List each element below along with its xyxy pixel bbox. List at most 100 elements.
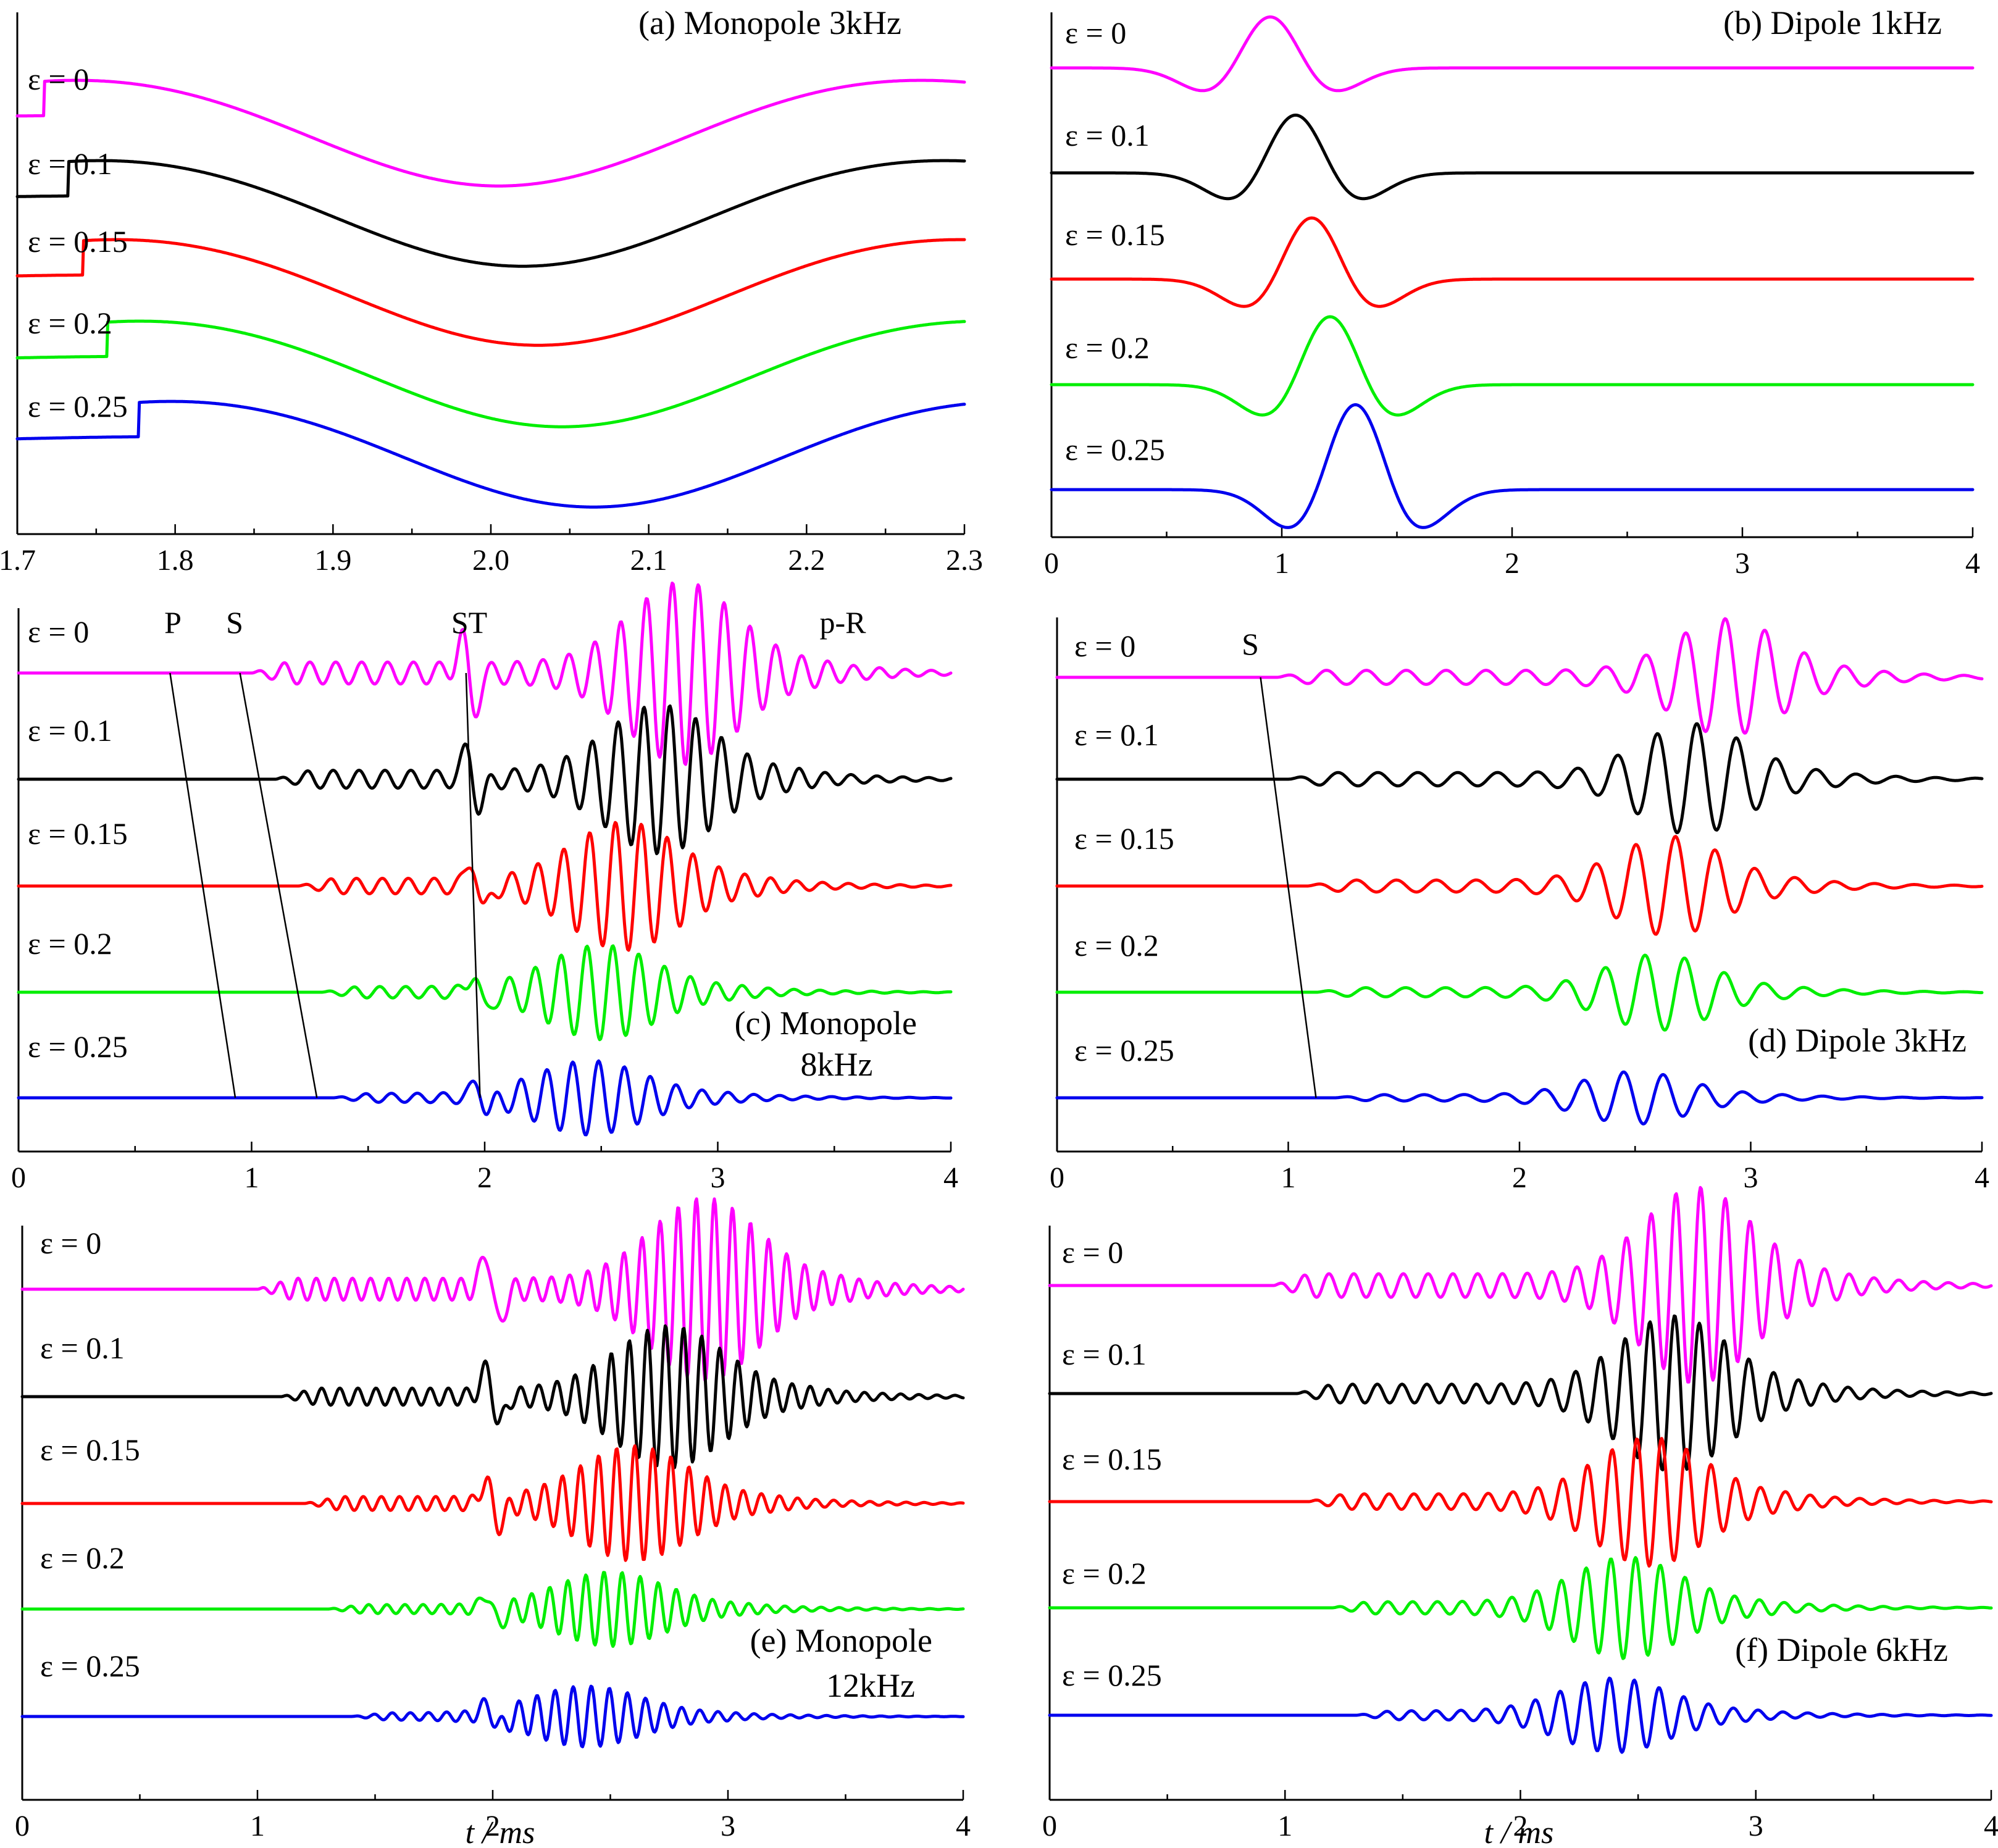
x-tick-label: 2: [1505, 547, 1519, 580]
panel-title: (c) Monopole: [735, 1005, 917, 1042]
series-label: ε = 0.2: [28, 306, 112, 340]
panel-c: 0 1 2 3 4 ε = 0 ε = 0.1 ε = 0.15 ε = 0.2 ε = 0.25…: [11, 581, 958, 1194]
series-label: ε = 0.15: [40, 1432, 140, 1467]
x-tick-label: 1: [1281, 1161, 1296, 1194]
arrival-label: p-R: [820, 605, 867, 640]
x-tick-label: 2: [1513, 1810, 1528, 1842]
trace-b-0: [1050, 15, 1975, 93]
series-label: ε = 0.2: [40, 1541, 125, 1575]
arrival-label: S: [1242, 627, 1259, 661]
x-tick-label: 4: [1984, 1810, 1998, 1842]
trace-d-2: [1055, 835, 1984, 936]
x-tick-label: 4: [1975, 1161, 1989, 1194]
series-label: ε = 0.15: [1074, 821, 1174, 856]
series-label: ε = 0.25: [28, 1029, 128, 1064]
moveout-line-S: [239, 672, 318, 1098]
trace-b-3: [1050, 315, 1975, 417]
moveout-line-ST: [465, 672, 481, 1098]
trace-b-2: [1050, 216, 1975, 308]
x-tick-label: 2.3: [946, 544, 983, 577]
series-label: ε = 0.1: [1062, 1337, 1147, 1371]
series-label: ε = 0.15: [28, 224, 128, 259]
series-label: ε = 0.25: [1062, 1658, 1162, 1692]
series-label: ε = 0: [1074, 629, 1135, 663]
panel-f: 0 1 2 3 4 ε = 0 ε = 0.1 ε = 0.15 ε = 0.2 ε = 0.25…: [1042, 1185, 1998, 1842]
trace-c-2: [17, 821, 953, 952]
trace-f-2: [1048, 1437, 1993, 1568]
series-label: ε = 0.1: [28, 713, 112, 748]
x-tick-label: 2: [485, 1810, 500, 1842]
x-axis-label-right: t / ms: [1484, 1815, 1554, 1848]
x-tick-label: 3: [711, 1161, 725, 1194]
x-tick-label: 0: [1050, 1161, 1064, 1194]
series-label: ε = 0.1: [1065, 118, 1150, 153]
series-label: ε = 0: [28, 614, 89, 649]
trace-c-3: [17, 944, 953, 1042]
trace-e-0: [20, 1197, 965, 1382]
panel-d: 0 1 2 3 4 ε = 0 ε = 0.1 ε = 0.15 ε = 0.2 ε = 0.25…: [1050, 617, 1989, 1194]
trace-b-4: [1050, 403, 1975, 529]
x-axis-label-left: t / ms: [466, 1815, 535, 1848]
series-label: ε = 0.2: [28, 926, 112, 961]
x-tick-label: 1: [250, 1810, 265, 1842]
arrival-label: P: [164, 605, 182, 640]
x-tick-label: 3: [721, 1810, 735, 1842]
panel-a: 1.7 1.8 1.9 2.0 2.1 2.2 2.3 ε = 0 ε = 0.1 ε = 0.1…: [0, 4, 983, 577]
arrival-label: S: [226, 605, 243, 640]
trace-c-1: [17, 704, 953, 856]
series-label: ε = 0.1: [28, 146, 112, 181]
panel-e: 0 1 2 3 4 ε = 0 ε = 0.1 ε = 0.15 ε = 0.2 ε = 0.25…: [15, 1197, 971, 1842]
panel-title: (b) Dipole 1kHz: [1723, 4, 1942, 41]
series-label: ε = 0.2: [1074, 928, 1159, 963]
series-label: ε = 0.1: [1074, 717, 1159, 752]
trace-c-4: [17, 1059, 953, 1137]
trace-d-4: [1055, 1070, 1984, 1126]
x-tick-label: 4: [1965, 547, 1980, 580]
series-label: ε = 0.2: [1062, 1556, 1147, 1591]
series-label: ε = 0.25: [40, 1649, 140, 1683]
trace-f-3: [1048, 1556, 1993, 1660]
series-label: ε = 0.25: [1074, 1033, 1174, 1068]
moveout-line-P: [169, 672, 236, 1098]
trace-a-1: [15, 159, 966, 268]
series-label: ε = 0.25: [28, 389, 128, 424]
x-tick-label: 2.2: [788, 544, 825, 577]
series-label: ε = 0.15: [1062, 1442, 1162, 1476]
trace-d-3: [1055, 953, 1984, 1032]
x-tick-label: 2.1: [630, 544, 667, 577]
series-label: ε = 0: [28, 62, 89, 96]
panel-title: (d) Dipole 3kHz: [1748, 1022, 1967, 1059]
x-tick-label: 1.7: [0, 544, 36, 577]
trace-a-0: [15, 78, 966, 188]
trace-d-1: [1055, 722, 1984, 834]
trace-c-0: [17, 581, 953, 766]
trace-e-1: [20, 1324, 965, 1470]
x-tick-label: 4: [943, 1161, 958, 1194]
trace-e-2: [20, 1444, 965, 1562]
x-tick-label: 0: [15, 1810, 30, 1842]
series-label: ε = 0.15: [1065, 217, 1165, 252]
x-tick-label: 1.8: [157, 544, 194, 577]
trace-f-1: [1048, 1314, 1993, 1471]
series-label: ε = 0: [40, 1226, 101, 1260]
panel-b: 0 1 2 3 4 ε = 0 ε = 0.1 ε = 0.15 ε = 0.2 ε = 0.25…: [1044, 4, 1980, 580]
x-tick-label: 0: [11, 1161, 26, 1194]
trace-e-3: [20, 1571, 965, 1648]
moveout-line-S: [1260, 677, 1317, 1098]
trace-f-0: [1048, 1185, 1993, 1384]
series-label: ε = 0: [1062, 1235, 1123, 1269]
trace-f-4: [1048, 1676, 1993, 1754]
trace-a-3: [15, 319, 966, 429]
x-tick-label: 2: [477, 1161, 492, 1194]
x-tick-label: 0: [1042, 1810, 1057, 1842]
trace-b-1: [1050, 114, 1975, 201]
x-tick-label: 1: [1277, 1810, 1292, 1842]
x-tick-label: 3: [1735, 547, 1750, 580]
x-tick-label: 1.9: [314, 544, 351, 577]
panel-title: (e) Monopole: [750, 1622, 932, 1659]
x-tick-label: 2.0: [472, 544, 509, 577]
trace-a-4: [15, 399, 966, 509]
series-label: ε = 0.25: [1065, 432, 1165, 467]
